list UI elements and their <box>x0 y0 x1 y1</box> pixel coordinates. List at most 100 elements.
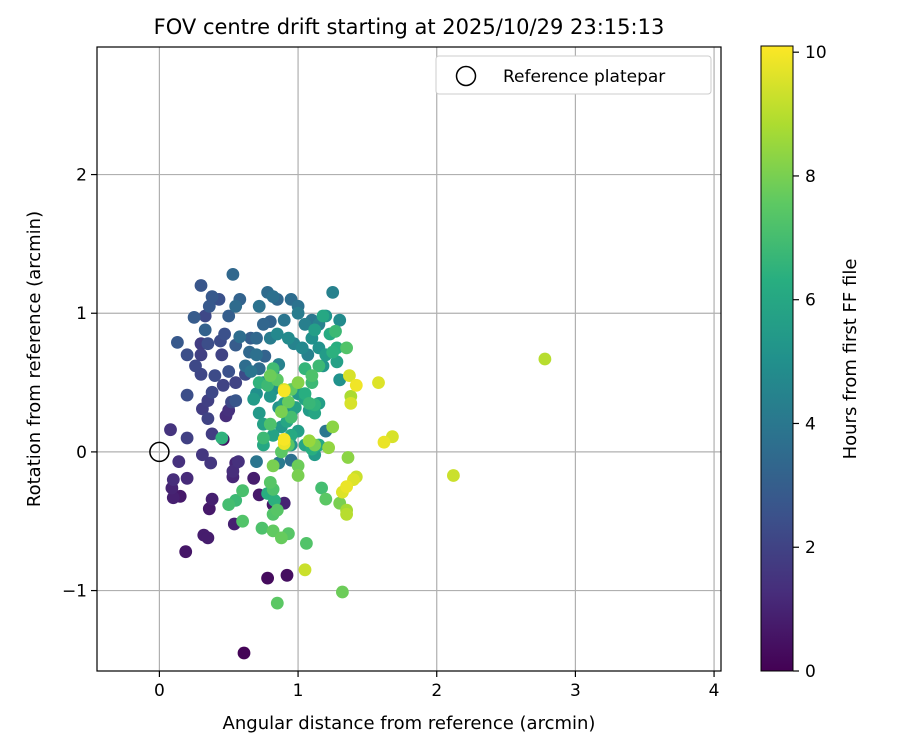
data-point <box>201 337 215 351</box>
data-point <box>216 378 230 392</box>
data-point <box>277 433 291 446</box>
data-point <box>218 327 232 341</box>
data-point <box>340 480 353 493</box>
x-axis-label: Angular distance from reference (arcmin) <box>223 713 596 734</box>
data-point <box>344 397 358 410</box>
data-point <box>302 434 316 448</box>
data-point <box>308 323 322 337</box>
y-tick-label: 0 <box>76 443 87 463</box>
data-point <box>205 385 219 399</box>
x-tick-label: 0 <box>154 681 165 701</box>
data-point <box>229 299 243 313</box>
data-point <box>282 395 295 409</box>
data-point <box>291 376 305 389</box>
colorbar-tick-label: 0 <box>805 662 816 682</box>
data-point <box>250 455 263 468</box>
data-point <box>236 514 250 528</box>
data-point <box>201 412 215 425</box>
data-point <box>189 359 202 373</box>
data-point <box>340 507 353 521</box>
data-point <box>196 448 209 462</box>
data-point <box>250 348 263 362</box>
data-point <box>277 313 291 327</box>
data-point <box>229 394 243 407</box>
data-point <box>180 431 194 445</box>
reference-marker <box>149 441 170 463</box>
data-point <box>298 563 312 577</box>
legend: Reference platepar <box>435 55 712 95</box>
data-point <box>277 384 291 398</box>
data-point <box>202 502 216 516</box>
data-points <box>164 268 552 660</box>
data-point <box>333 313 347 327</box>
data-point <box>319 492 333 506</box>
data-point <box>330 355 344 369</box>
data-point <box>229 376 243 389</box>
data-point <box>205 427 219 441</box>
data-point <box>237 646 251 660</box>
data-point <box>263 417 277 431</box>
data-point <box>198 323 212 337</box>
data-point <box>300 537 313 550</box>
data-point <box>298 387 312 401</box>
legend-box <box>435 55 712 95</box>
data-point <box>305 369 319 382</box>
data-point <box>166 491 180 505</box>
x-axis-ticks: 0 1 2 3 4 <box>154 671 719 701</box>
data-point <box>250 331 263 345</box>
data-point <box>226 464 240 478</box>
colorbar-tick-label: 4 <box>805 414 816 434</box>
data-point <box>187 311 201 324</box>
data-point <box>252 299 266 313</box>
data-point <box>232 455 245 468</box>
data-point <box>538 352 552 366</box>
data-point <box>298 317 312 331</box>
data-point <box>291 469 305 482</box>
data-point <box>222 365 236 378</box>
data-point <box>222 498 236 511</box>
data-point <box>171 336 184 349</box>
data-point <box>315 481 328 495</box>
data-point <box>270 503 284 517</box>
data-point <box>194 348 208 362</box>
data-point <box>341 451 355 464</box>
colorbar-label: Hours from first FF file <box>840 259 861 460</box>
data-point <box>322 441 335 455</box>
data-point <box>280 568 294 582</box>
data-point <box>236 484 250 498</box>
data-point <box>266 459 280 473</box>
data-point <box>333 373 347 387</box>
y-axis-ticks: −1 0 1 2 <box>62 166 97 602</box>
data-point <box>263 390 277 403</box>
data-point <box>326 345 340 359</box>
data-point <box>302 397 316 410</box>
colorbar: 0 2 4 6 8 10 Hours from first FF file <box>760 43 861 682</box>
x-tick-label: 4 <box>709 681 720 701</box>
data-point <box>201 531 215 545</box>
data-point <box>164 423 177 437</box>
data-point <box>275 405 288 419</box>
y-tick-label: −1 <box>62 582 87 602</box>
data-point <box>215 431 229 445</box>
data-point <box>247 471 261 485</box>
colorbar-tick-label: 8 <box>805 167 816 187</box>
data-point <box>270 327 284 341</box>
colorbar-tick-label: 2 <box>805 538 816 558</box>
data-point <box>180 388 194 402</box>
data-point <box>205 290 219 303</box>
plot-frame <box>96 46 722 672</box>
colorbar-gradient <box>760 45 794 672</box>
data-point <box>284 410 298 424</box>
data-point <box>326 286 340 299</box>
data-point <box>377 435 391 449</box>
data-point <box>372 376 385 389</box>
data-point <box>233 330 247 344</box>
data-point <box>266 290 280 303</box>
y-tick-label: 2 <box>76 166 87 186</box>
data-point <box>263 476 277 489</box>
data-point <box>261 571 274 585</box>
data-point <box>215 348 229 362</box>
data-point <box>336 585 349 599</box>
data-point <box>204 456 218 470</box>
data-point <box>261 378 274 392</box>
